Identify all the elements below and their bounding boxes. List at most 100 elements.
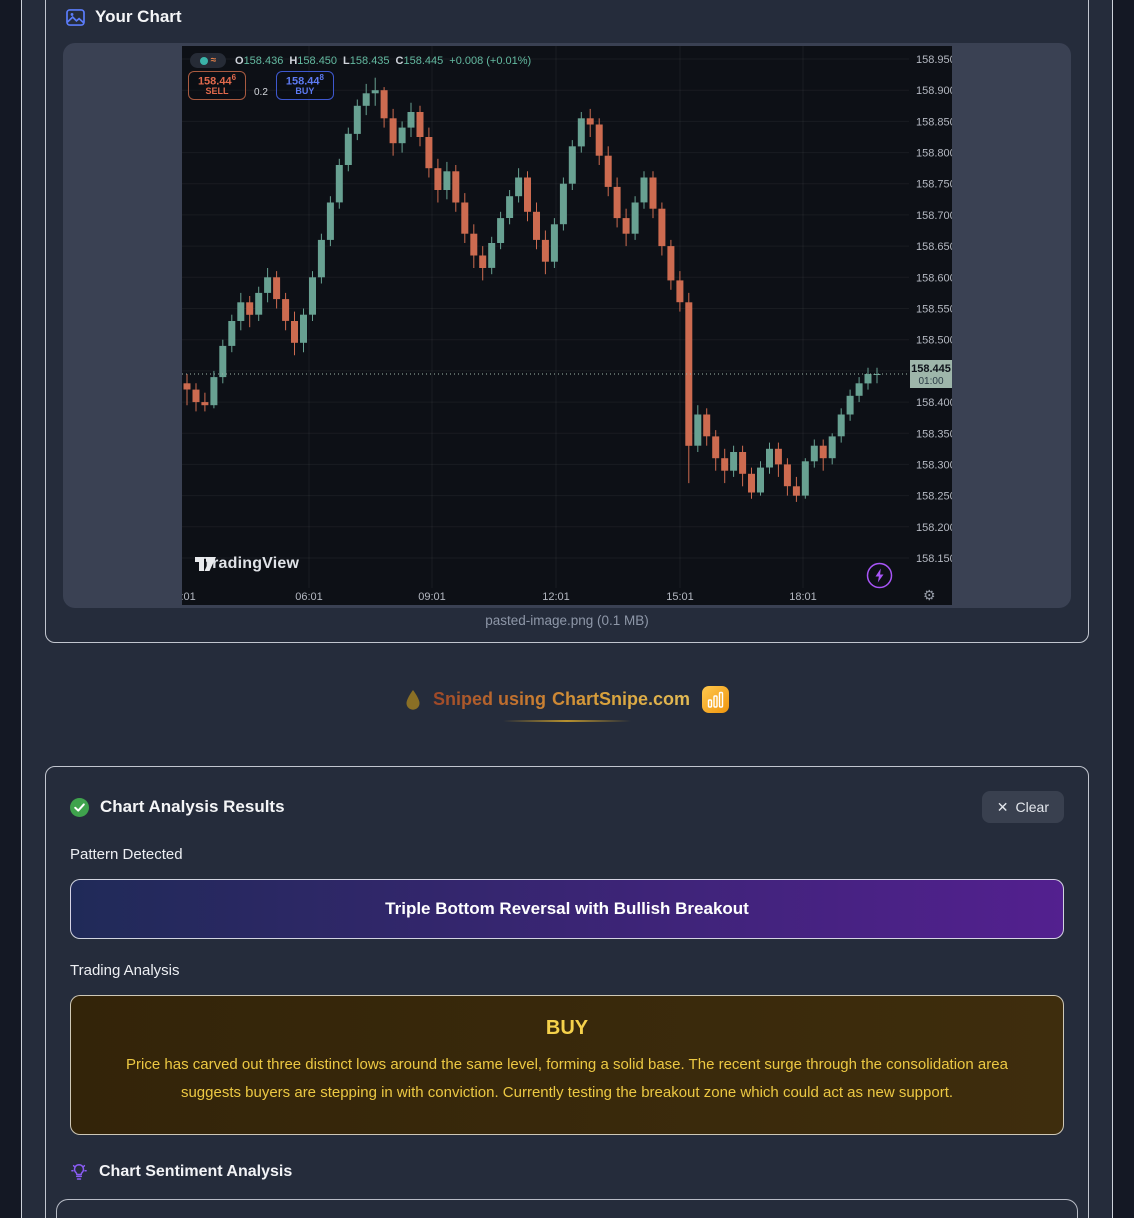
symbol-pill: ≈ <box>190 53 226 68</box>
analysis-results-panel: Chart Analysis Results ✕ Clear Pattern D… <box>45 766 1089 1218</box>
candle-body <box>291 321 298 343</box>
pattern-banner: Triple Bottom Reversal with Bullish Brea… <box>70 879 1064 939</box>
candle-body <box>631 202 639 234</box>
candle-body <box>506 196 514 218</box>
candle-body <box>524 177 531 212</box>
time-tick-label: 15:01 <box>666 591 694 603</box>
sentiment-title: Chart Sentiment Analysis <box>99 1162 293 1180</box>
file-caption: pasted-image.png (0.1 MB) <box>485 613 649 628</box>
candle-body <box>470 233 478 256</box>
candle-body <box>326 202 334 240</box>
candle-body <box>335 165 343 203</box>
candle-body <box>353 105 361 134</box>
candle-body <box>515 177 523 197</box>
candle-body <box>739 452 747 474</box>
candle-body <box>559 183 567 225</box>
candle-body <box>434 168 442 190</box>
price-change: +0.008 (+0.01%) <box>449 54 532 67</box>
candle-body <box>873 374 881 375</box>
spread-value: 0.2 <box>254 87 268 98</box>
candle-body <box>488 243 496 268</box>
time-tick-label: 18:01 <box>789 591 817 603</box>
trading-analysis-label: Trading Analysis <box>70 962 180 979</box>
your-chart-header: Your Chart <box>63 7 1071 27</box>
candle-body <box>595 124 603 156</box>
candle-body <box>219 345 227 378</box>
close-icon: ✕ <box>996 798 1009 815</box>
candle-body <box>712 436 720 459</box>
price-tick-label: 158.250 <box>916 491 952 503</box>
check-circle-icon <box>70 797 89 817</box>
candle-body <box>237 302 245 321</box>
buy-button: 158.448 BUY <box>275 71 334 100</box>
candle-body <box>541 239 549 262</box>
candle-body <box>667 246 675 281</box>
gear-icon: ⚙ <box>923 587 936 603</box>
price-tick-label: 158.600 <box>916 272 952 284</box>
candle-body <box>649 177 657 209</box>
price-tick-label: 158.800 <box>916 148 952 160</box>
candle-body <box>380 90 388 119</box>
price-tick-label: 158.650 <box>916 241 952 253</box>
current-price-label <box>910 360 952 388</box>
chartsnipe-app-icon <box>702 686 730 713</box>
candle-body <box>568 146 576 184</box>
symbol-wave-icon: ≈ <box>210 54 217 66</box>
candle-body <box>730 452 738 471</box>
price-tick-label: 158.200 <box>916 522 952 534</box>
candle-body <box>344 133 352 165</box>
candle-body <box>586 118 594 125</box>
candle-body <box>846 395 854 415</box>
candle-body <box>192 389 200 403</box>
candle-body <box>801 461 809 496</box>
pattern-detected-label: Pattern Detected <box>70 846 183 863</box>
tradingview-chart-image: 158.950 158.900 158.850 158.800 158.750 158.7… <box>182 46 952 605</box>
price-tick-label: 158.300 <box>916 459 952 471</box>
candle-body <box>416 112 424 137</box>
chart-preview-container: 158.950 158.900 158.850 158.800 158.750 158.7… <box>63 43 1071 608</box>
candle-body <box>837 414 845 437</box>
candle-body <box>640 177 648 203</box>
time-tick-label: 03:01 <box>182 591 196 603</box>
current-price-value: 158.445 <box>911 363 951 375</box>
panel-title: Your Chart <box>95 7 182 26</box>
price-tick-label: 158.750 <box>916 179 952 191</box>
candle-body <box>766 448 773 468</box>
candle-body <box>309 277 316 315</box>
symbol-dot-icon <box>199 56 208 65</box>
candle-body <box>757 467 764 493</box>
candle-body <box>694 414 702 446</box>
candle-body <box>550 224 558 262</box>
ohlc-values: O158.436 H158.450 L158.435 C158.445 +0.0… <box>235 54 532 67</box>
candle-body <box>748 473 755 493</box>
candle-body <box>613 186 621 219</box>
candle-body <box>783 464 791 487</box>
branding-underline <box>503 720 631 722</box>
candle-body <box>255 292 263 315</box>
price-tick-label: 158.350 <box>916 428 952 440</box>
candle-body <box>497 218 505 243</box>
branding-text: Sniped using ChartSnipe.com <box>432 689 691 709</box>
candle-body <box>855 383 863 396</box>
price-tick-label: 158.400 <box>916 397 952 409</box>
candle-body <box>183 383 191 390</box>
candle-body <box>273 277 281 300</box>
candle-body <box>533 211 540 240</box>
candle-body <box>371 90 379 94</box>
candle-body <box>810 445 818 462</box>
lightbulb-icon <box>70 1162 88 1181</box>
candle-body <box>828 436 836 459</box>
bar-countdown: 01:00 <box>918 376 943 387</box>
price-tick-label: 158.550 <box>916 304 952 316</box>
candle-body <box>792 486 800 496</box>
candle-body <box>389 118 397 144</box>
branding-row: Sniped using ChartSnipe.com <box>22 686 1112 722</box>
trading-signal-box: BUY Price has carved out three distinct … <box>70 995 1064 1135</box>
clear-button[interactable]: ✕ Clear <box>981 791 1064 823</box>
time-tick-label: 09:01 <box>418 591 446 603</box>
candle-body <box>819 445 827 459</box>
candlestick-chart: 158.950 158.900 158.850 158.800 158.750 158.7… <box>182 46 952 603</box>
candle-body <box>658 208 666 247</box>
ohlc-row: ≈ O158.436 H158.450 L158.435 C158.445 +0… <box>190 53 531 68</box>
price-tick-label: 158.900 <box>916 85 952 97</box>
